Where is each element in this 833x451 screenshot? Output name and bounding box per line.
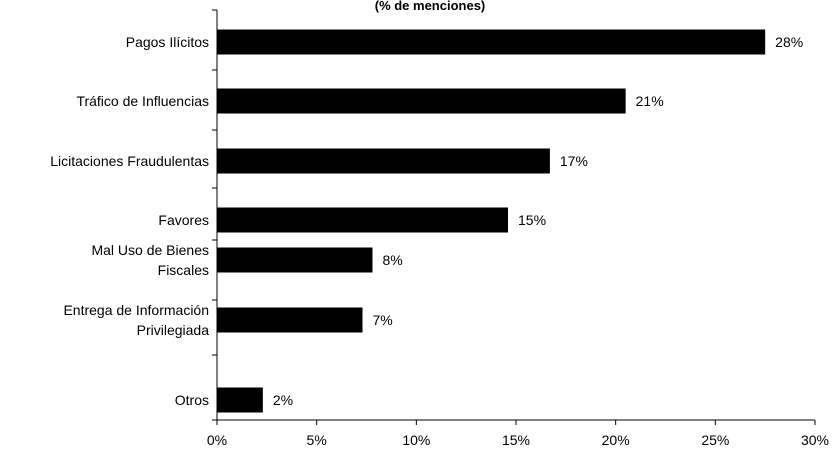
category-label-6: Otros — [175, 392, 209, 408]
data-label-6: 2% — [273, 392, 293, 408]
bar-6 — [217, 387, 263, 413]
bar-1 — [217, 88, 626, 114]
category-label-3: Favores — [158, 212, 209, 228]
x-tick-label-5: 25% — [701, 432, 729, 448]
category-label-2: Licitaciones Fraudulentas — [50, 153, 209, 169]
labels-layer: 28% Pagos Ilícitos 21% Tráfico de Influenci… — [50, 34, 829, 448]
bar-2 — [217, 148, 550, 174]
data-label-2: 17% — [560, 153, 588, 169]
bar-4 — [217, 247, 373, 273]
x-tick-label-4: 20% — [602, 432, 630, 448]
category-label-5: Entrega de Información Privilegiada — [63, 302, 209, 338]
bar-3 — [217, 207, 509, 233]
category-label-0: Pagos Ilícitos — [126, 34, 209, 50]
x-tick-label-3: 15% — [502, 432, 530, 448]
data-label-4: 8% — [382, 252, 402, 268]
axes-layer — [212, 9, 816, 425]
category-label-1: Tráfico de Influencias — [76, 93, 209, 109]
x-tick-label-1: 5% — [307, 432, 327, 448]
x-tick-label-2: 10% — [402, 432, 430, 448]
bars-layer — [217, 29, 766, 413]
data-label-3: 15% — [518, 212, 546, 228]
bar-0 — [217, 29, 766, 55]
category-label-4: Mal Uso de Bienes Fiscales — [91, 242, 209, 278]
x-tick-label-0: 0% — [207, 432, 227, 448]
data-label-5: 7% — [373, 312, 393, 328]
data-label-1: 21% — [636, 93, 664, 109]
bar-5 — [217, 307, 363, 333]
chart-subtitle: (% de menciones) — [375, 0, 486, 13]
data-label-0: 28% — [775, 34, 803, 50]
x-tick-label-6: 30% — [801, 432, 829, 448]
